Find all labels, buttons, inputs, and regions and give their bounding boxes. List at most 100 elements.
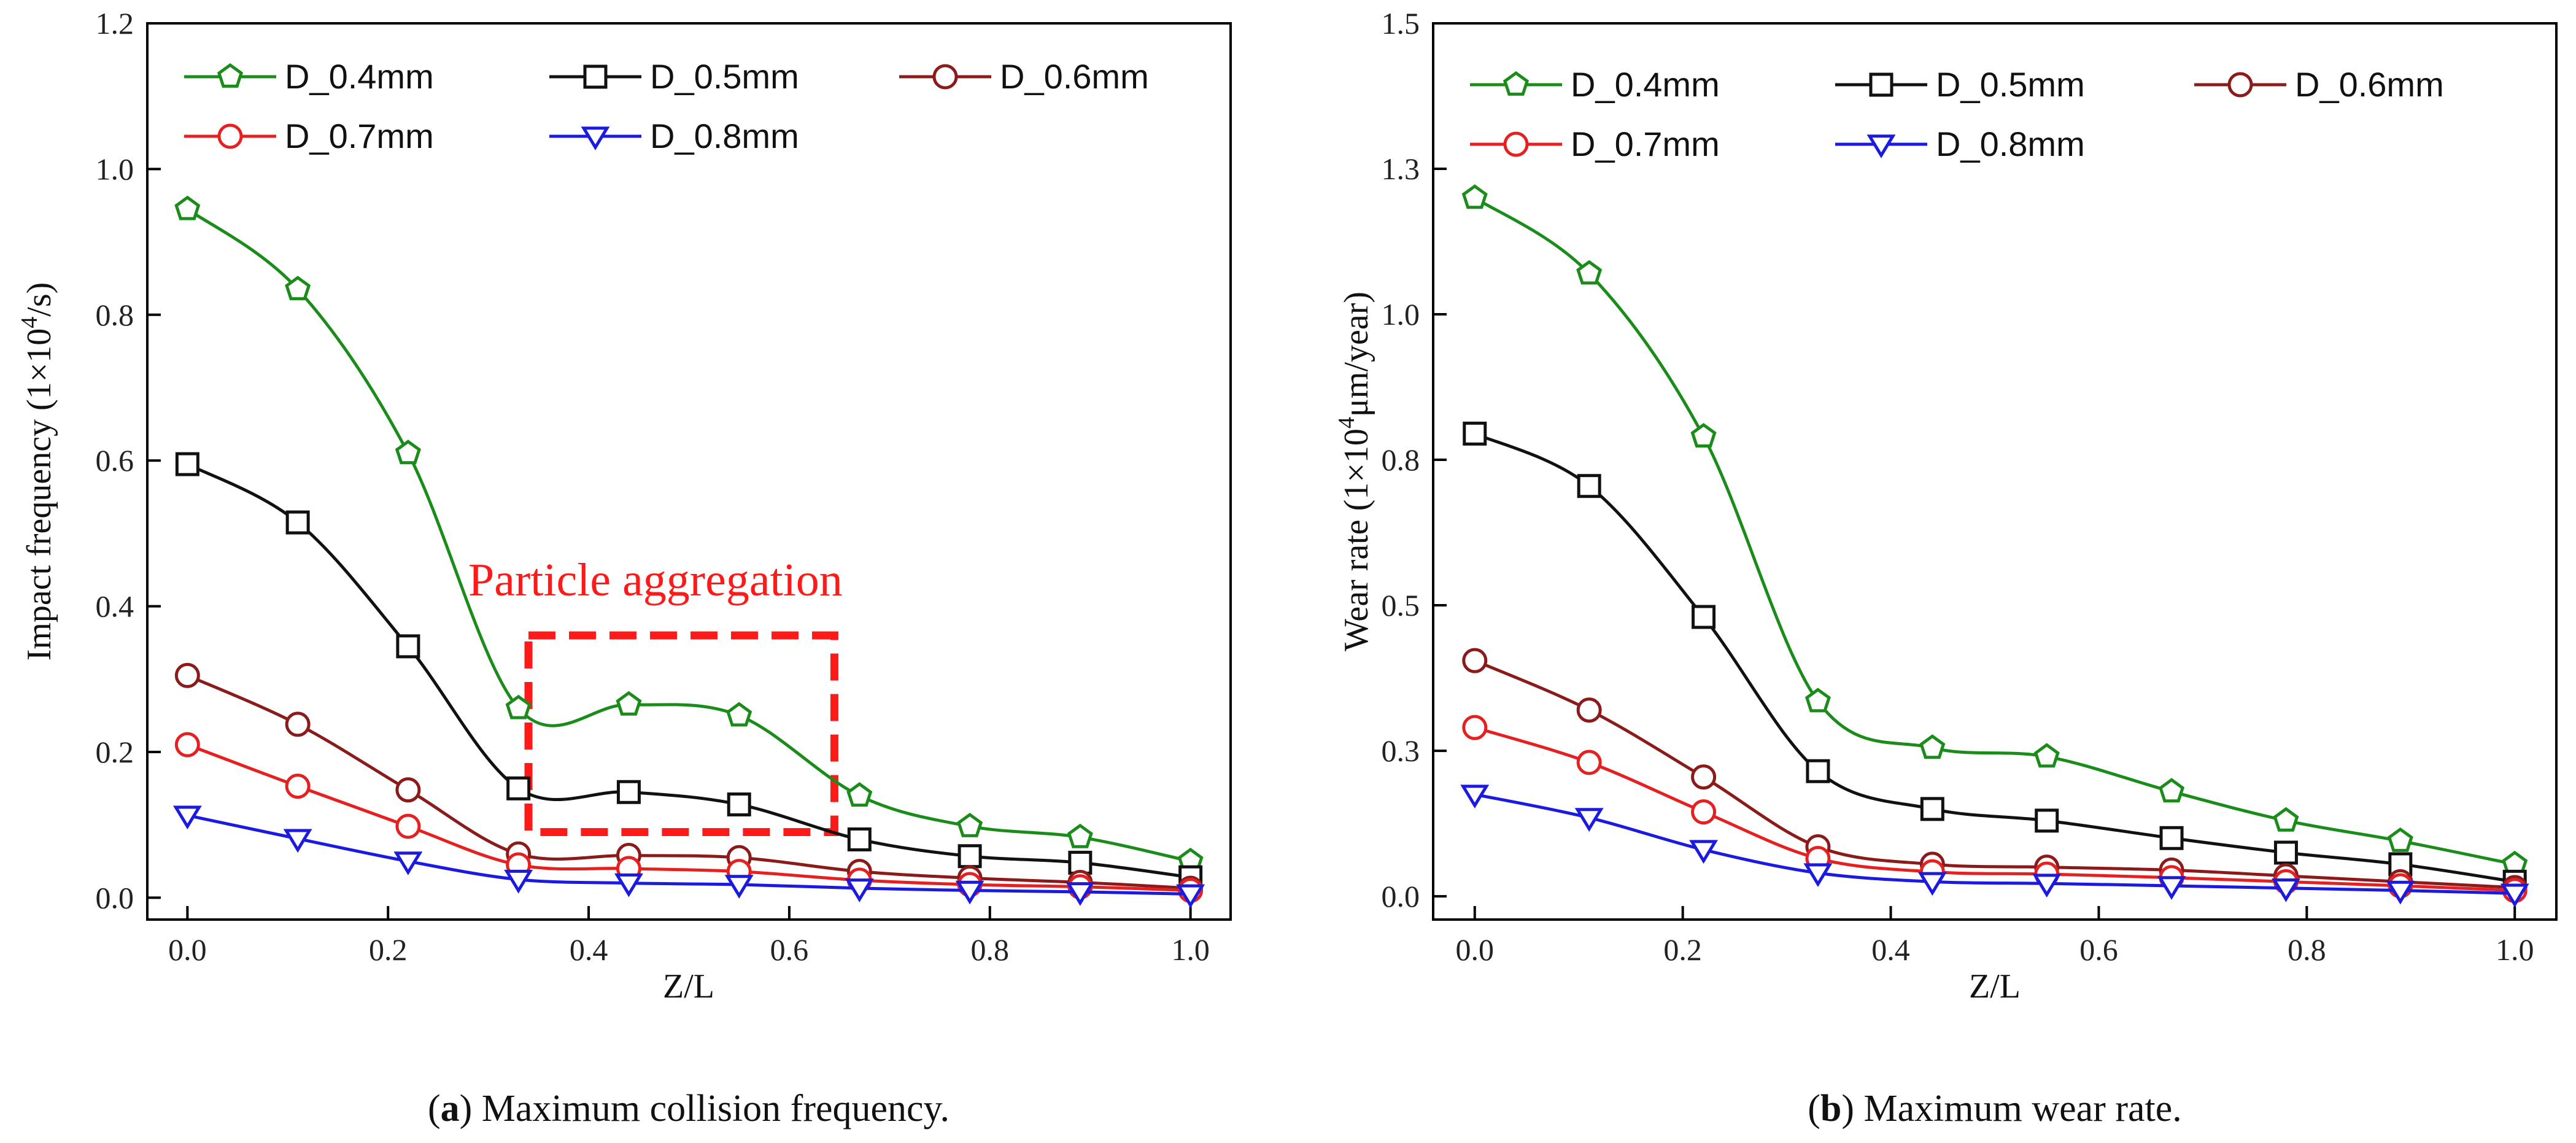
data-point (1461, 184, 1488, 209)
legend-label: D_0.4mm (1571, 65, 1720, 104)
data-point (724, 875, 754, 899)
particle-aggregation-label: Particle aggregation (468, 554, 843, 606)
y-tick-label: 0.0 (1382, 879, 1420, 913)
data-point (1919, 734, 1946, 759)
series-line (1474, 196, 2515, 866)
series-line (1474, 726, 2515, 893)
data-point (846, 782, 873, 807)
data-point (1576, 697, 1602, 723)
y-tick-label: 0.8 (1382, 443, 1420, 477)
data-point (1691, 764, 1717, 790)
data-point (1917, 872, 1947, 896)
data-point (1576, 750, 1602, 775)
data-point (283, 829, 312, 853)
series-line (1474, 659, 2515, 889)
legend-marker (932, 64, 958, 90)
data-point (395, 813, 421, 839)
series-d-0-5mm (1463, 421, 2527, 894)
panel-a-caption: (a) Maximum collision frequency. (428, 1088, 950, 1129)
x-tick-label: 0.6 (770, 932, 809, 967)
panel-a-x-axis-title: Z/L (663, 967, 714, 1005)
series-d-0-6mm (174, 662, 1204, 901)
data-point (845, 878, 874, 902)
data-point (955, 880, 984, 905)
data-point (1574, 808, 1604, 832)
data-point (1462, 648, 1488, 673)
series-d-0-4mm (174, 195, 1204, 872)
x-tick-label: 0.2 (369, 932, 408, 967)
x-tick-label: 0.0 (168, 932, 207, 967)
series-line (1474, 432, 2515, 883)
panel-b-series (1460, 184, 2529, 908)
panel-b-caption: (b) Maximum wear rate. (1808, 1088, 2181, 1129)
data-point (2033, 743, 2060, 768)
y-tick-label: 1.0 (1382, 297, 1420, 331)
data-point (506, 776, 531, 800)
data-point (1462, 715, 1488, 740)
data-point (2159, 778, 2185, 803)
panel-a-plot-frame (146, 22, 1232, 921)
legend-item: D_0.4mm (184, 57, 434, 96)
y-tick-label: 0.0 (96, 880, 134, 915)
data-point (616, 691, 642, 716)
legend-label: D_0.8mm (1936, 125, 2085, 163)
legend-label: D_0.5mm (1936, 65, 2085, 104)
y-tick-label: 0.4 (96, 589, 134, 624)
legend-label: D_0.7mm (1571, 125, 1720, 163)
legend-marker (581, 126, 610, 150)
series-d-0-4mm (1461, 184, 2528, 875)
data-point (957, 844, 982, 869)
legend-item: D_0.8mm (1835, 125, 2085, 163)
x-tick-label: 0.2 (1663, 932, 1702, 967)
panel-b-x-axis-title: Z/L (1969, 967, 2021, 1005)
data-point (957, 813, 983, 837)
series-d-0-8mm (1460, 785, 2529, 908)
x-tick-label: 0.6 (2079, 932, 2118, 967)
legend-item: D_0.6mm (899, 57, 1149, 96)
data-point (2159, 826, 2184, 850)
data-point (2273, 840, 2298, 865)
legend-marker (1866, 134, 1896, 158)
panel-a: 0.0 0.2 0.4 0.6 0.8 1.0 1.2 0.0 0.2 0.4 0.6 0.8 1.0… (17, 6, 1232, 1129)
x-tick-label: 1.0 (1171, 932, 1210, 967)
series-line (1474, 792, 2515, 895)
series-line (187, 743, 1191, 893)
legend-item: D_0.5mm (1835, 65, 2085, 104)
data-point (1692, 605, 1716, 629)
data-point (1689, 840, 1718, 864)
x-tick-label: 0.4 (570, 932, 608, 967)
legend-marker (1503, 131, 1529, 157)
data-point (1806, 759, 1830, 783)
x-tick-label: 0.0 (1456, 932, 1495, 967)
series-d-0-7mm (1462, 715, 2528, 904)
series-line (187, 813, 1191, 896)
data-point (1803, 863, 1833, 888)
panel-b-x-ticks: 0.0 0.2 0.4 0.6 0.8 1.0 (1456, 906, 2534, 967)
panel-a-x-ticks: 0.0 0.2 0.4 0.6 0.8 1.0 (168, 906, 1210, 967)
data-point (2272, 878, 2300, 902)
data-point (847, 827, 872, 851)
panel-b-plot-frame (1432, 22, 2558, 921)
data-point (285, 276, 311, 301)
y-tick-label: 1.5 (1382, 6, 1420, 41)
panel-b: 0.0 0.3 0.5 0.8 1.0 1.3 1.5 0.0 0.2 0.4 0.6 0.8 1.0… (1334, 6, 2558, 1129)
y-tick-label: 1.0 (96, 152, 134, 186)
panel-b-y-ticks: 0.0 0.3 0.5 0.8 1.0 1.3 1.5 (1382, 6, 1447, 913)
legend-label: D_0.5mm (650, 57, 799, 96)
legend-marker (1503, 71, 1530, 96)
data-point (1463, 421, 1487, 446)
legend-item: D_0.7mm (1470, 125, 1720, 163)
data-point (395, 440, 421, 465)
panel-a-y-ticks: 0.0 0.2 0.4 0.6 0.8 1.0 1.2 (96, 6, 161, 915)
y-tick-label: 0.5 (1382, 588, 1420, 622)
data-point (175, 452, 199, 476)
data-point (726, 702, 752, 727)
panel-b-y-axis-title: Wear rate (1×104μm/year) (1334, 292, 1375, 651)
data-point (1460, 785, 1490, 809)
data-point (1804, 688, 1831, 713)
legend-label: D_0.7mm (285, 117, 434, 155)
data-point (285, 711, 311, 737)
data-point (2387, 827, 2413, 852)
data-point (285, 510, 310, 535)
